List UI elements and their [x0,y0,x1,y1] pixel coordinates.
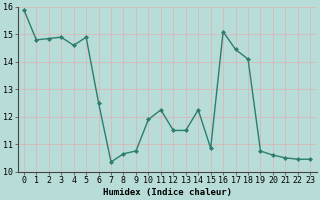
X-axis label: Humidex (Indice chaleur): Humidex (Indice chaleur) [103,188,232,197]
